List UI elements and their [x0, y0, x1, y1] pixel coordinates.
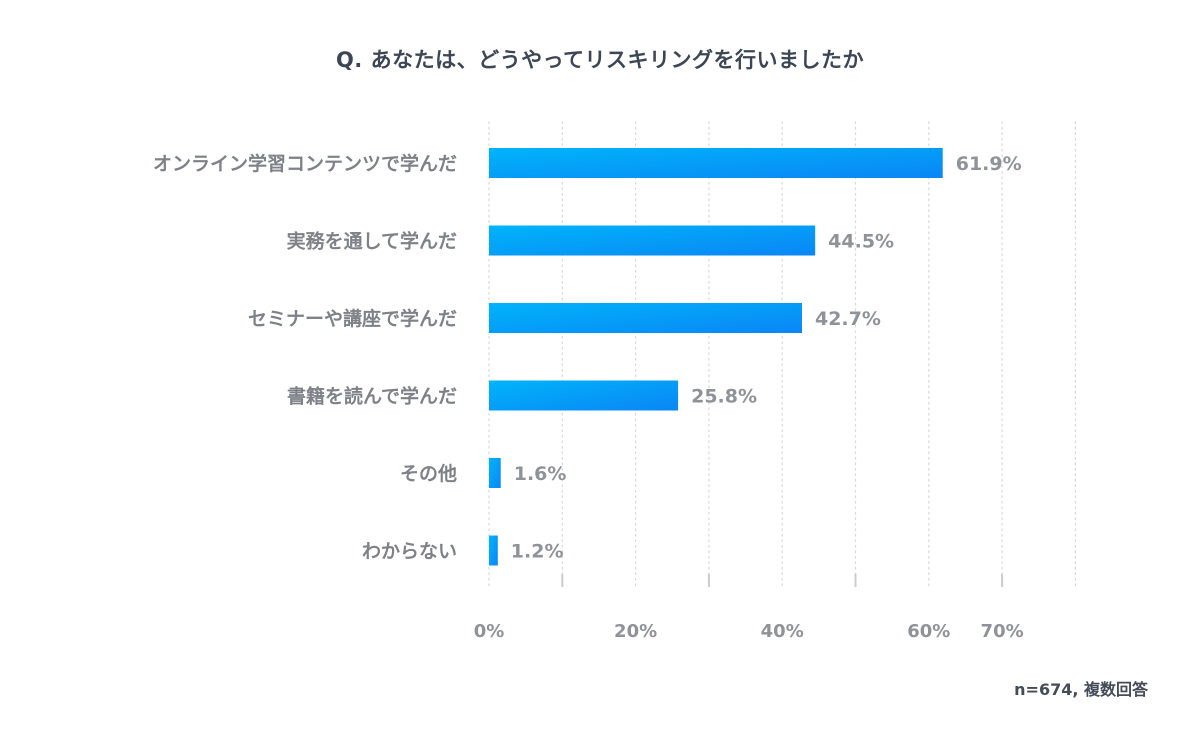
category-label: 書籍を読んで学んだ: [287, 385, 457, 408]
x-tick-label: 60%: [907, 621, 950, 642]
data-label: 42.7%: [815, 308, 881, 330]
data-label: 1.2%: [511, 541, 564, 563]
x-tick-label: 0%: [474, 621, 505, 642]
bar: [489, 380, 679, 411]
category-label: その他: [400, 462, 457, 485]
data-label: 61.9%: [956, 153, 1022, 175]
data-label: 25.8%: [691, 386, 757, 408]
bar: [489, 303, 802, 333]
bar: [489, 148, 943, 178]
category-label: 実務を通して学んだ: [287, 230, 457, 253]
x-tick-label: 20%: [614, 621, 657, 642]
category-label: わからない: [362, 541, 457, 563]
data-label: 1.6%: [514, 463, 567, 485]
x-tick-label: 70%: [981, 621, 1024, 642]
bar: [489, 225, 816, 256]
bars: [489, 148, 943, 566]
bar: [489, 535, 498, 566]
category-label: オンライン学習コンテンツで学んだ: [153, 152, 457, 175]
data-label: 44.5%: [828, 231, 894, 253]
axis-ticks: 0% 20% 40% 60% 70%: [474, 574, 1024, 642]
chart-title: Q. あなたは、どうやってリスキリングを行いましたか: [335, 48, 865, 72]
sample-note: n=674, 複数回答: [1014, 680, 1148, 699]
category-label: セミナーや講座で学んだ: [248, 307, 457, 330]
gridlines: [488, 121, 1077, 589]
x-tick-label: 40%: [761, 621, 804, 642]
labels: オンライン学習コンテンツで学んだ 61.9% 実務を通して学んだ 44.5% セミナーや…: [153, 152, 1022, 563]
bar: [489, 458, 501, 488]
